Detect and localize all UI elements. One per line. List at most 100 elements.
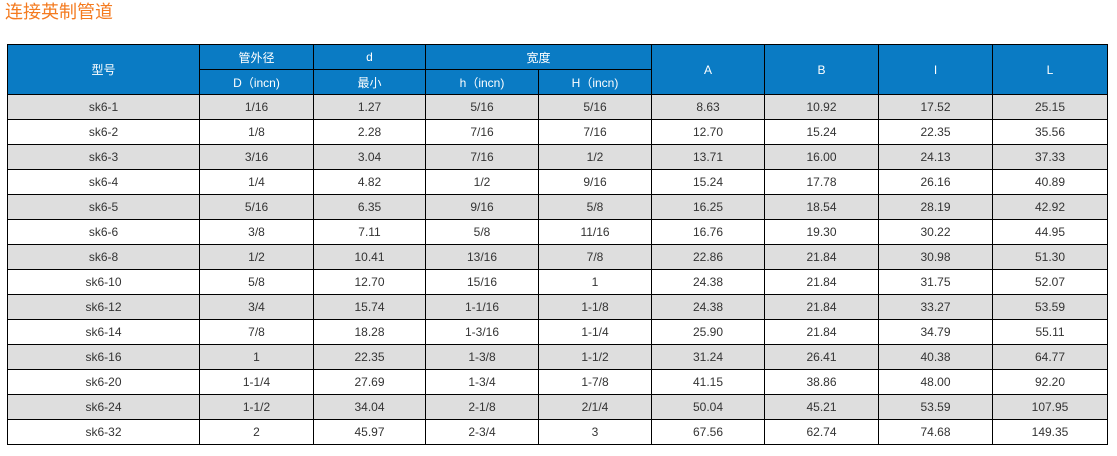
table-cell: 5/16 (425, 94, 539, 120)
table-cell: sk6-14 (7, 319, 200, 345)
table-cell: 38.86 (764, 369, 880, 395)
table-cell: 16.76 (651, 219, 766, 245)
table-cell: 15.74 (313, 294, 426, 320)
table-row: sk6-14 7/8 18.28 1-3/16 1-1/4 25.90 21.84 34.79… (7, 319, 1109, 345)
table-cell: 107.95 (992, 394, 1109, 420)
table-row: sk6-6 3/8 7.11 5/8 11/16 16.76 19.30 30.22 44.95 (7, 219, 1109, 245)
table-cell: 26.41 (764, 344, 880, 370)
table-cell: 31.24 (651, 344, 766, 370)
table-cell: sk6-1 (7, 94, 200, 120)
table-row: sk6-5 5/16 6.35 9/16 5/8 16.25 18.54 28.19 42.92 (7, 194, 1109, 220)
table-cell: 9/16 (425, 194, 539, 220)
table-cell: 18.54 (764, 194, 880, 220)
header-od-unit: D（incn) (199, 69, 314, 95)
table-cell: 34.79 (878, 319, 994, 345)
table-cell: 28.19 (878, 194, 994, 220)
table-cell: 53.59 (992, 294, 1109, 320)
table-cell: 5/8 (199, 269, 314, 295)
table-cell: 45.21 (764, 394, 880, 420)
table-cell: 3 (537, 419, 653, 445)
table-cell: 3/8 (199, 219, 314, 245)
table-cell: 15/16 (425, 269, 539, 295)
table-cell: 13/16 (425, 244, 539, 270)
table-row: sk6-3 3/16 3.04 7/16 1/2 13.71 16.00 24.13 37.33 (7, 144, 1109, 170)
table-cell: 67.56 (651, 419, 766, 445)
table-cell: sk6-32 (7, 419, 200, 445)
table-cell: 12.70 (313, 269, 426, 295)
header-a: A (651, 44, 766, 95)
table-cell: 35.56 (992, 119, 1109, 145)
table-cell: 10.92 (764, 94, 880, 120)
table-cell: 2/1/4 (537, 394, 653, 420)
table-cell: 44.95 (992, 219, 1109, 245)
table-cell: 34.04 (313, 394, 426, 420)
header-model: 型号 (7, 44, 200, 95)
header-i: I (878, 44, 994, 95)
table-cell: 10.41 (313, 244, 426, 270)
table-cell: sk6-2 (7, 119, 200, 145)
table-cell: 33.27 (878, 294, 994, 320)
table-cell: sk6-8 (7, 244, 200, 270)
table-cell: 7/16 (537, 119, 653, 145)
table-cell: 17.78 (764, 169, 880, 195)
table-cell: 53.59 (878, 394, 994, 420)
table-cell: 2-3/4 (425, 419, 539, 445)
table-cell: 13.71 (651, 144, 766, 170)
table-row: sk6-8 1/2 10.41 13/16 7/8 22.86 21.84 30.98 51.3… (7, 244, 1109, 270)
table-row: sk6-16 1 22.35 1-3/8 1-1/2 31.24 26.41 40.38 64.… (7, 344, 1109, 370)
header-H: H（incn) (537, 69, 653, 95)
header-d-min: 最小 (313, 69, 426, 95)
spec-table: 型号 管外径 d 宽度 A B I L D（incn) 最小 h（incn) H… (7, 44, 1109, 445)
table-cell: 24.38 (651, 269, 766, 295)
table-cell: 51.30 (992, 244, 1109, 270)
table-cell: 1/2 (425, 169, 539, 195)
table-cell: 1-1/16 (425, 294, 539, 320)
table-cell: 42.92 (992, 194, 1109, 220)
table-cell: 7/8 (537, 244, 653, 270)
table-row: sk6-1 1/16 1.27 5/16 5/16 8.63 10.92 17.52 25.15 (7, 94, 1109, 120)
table-cell: 5/8 (537, 194, 653, 220)
table-cell: 16.25 (651, 194, 766, 220)
table-cell: sk6-3 (7, 144, 200, 170)
table-cell: 5/8 (425, 219, 539, 245)
table-cell: 19.30 (764, 219, 880, 245)
table-cell: 15.24 (764, 119, 880, 145)
header-l: L (992, 44, 1109, 95)
table-cell: 1-3/16 (425, 319, 539, 345)
table-cell: sk6-5 (7, 194, 200, 220)
table-cell: 12.70 (651, 119, 766, 145)
table-cell: 15.24 (651, 169, 766, 195)
table-cell: 1/2 (199, 244, 314, 270)
table-cell: sk6-6 (7, 219, 200, 245)
table-cell: 21.84 (764, 294, 880, 320)
page-title: 连接英制管道 (5, 2, 113, 23)
table-cell: 40.38 (878, 344, 994, 370)
header-b: B (764, 44, 880, 95)
table-cell: 1 (199, 344, 314, 370)
table-cell: 2.28 (313, 119, 426, 145)
table-row: sk6-12 3/4 15.74 1-1/16 1-1/8 24.38 21.84 33.27… (7, 294, 1109, 320)
table-cell: 92.20 (992, 369, 1109, 395)
header-h: h（incn) (425, 69, 539, 95)
table-cell: 74.68 (878, 419, 994, 445)
table-cell: 40.89 (992, 169, 1109, 195)
table-cell: 22.35 (313, 344, 426, 370)
table-cell: 21.84 (764, 319, 880, 345)
table-cell: 24.38 (651, 294, 766, 320)
table-cell: 1-1/4 (199, 369, 314, 395)
table-row: sk6-2 1/8 2.28 7/16 7/16 12.70 15.24 22.35 35.56 (7, 119, 1109, 145)
table-cell: 1-1/2 (537, 344, 653, 370)
table-cell: 7.11 (313, 219, 426, 245)
table-cell: 1.27 (313, 94, 426, 120)
table-cell: 18.28 (313, 319, 426, 345)
table-cell: 22.35 (878, 119, 994, 145)
table-cell: 1 (537, 269, 653, 295)
table-cell: 1-3/4 (425, 369, 539, 395)
table-cell: 25.90 (651, 319, 766, 345)
table-cell: sk6-20 (7, 369, 200, 395)
table-cell: 30.22 (878, 219, 994, 245)
table-cell: 31.75 (878, 269, 994, 295)
table-row: sk6-32 2 45.97 2-3/4 3 67.56 62.74 74.68 149.35 (7, 419, 1109, 445)
table-cell: 41.15 (651, 369, 766, 395)
table-cell: 48.00 (878, 369, 994, 395)
